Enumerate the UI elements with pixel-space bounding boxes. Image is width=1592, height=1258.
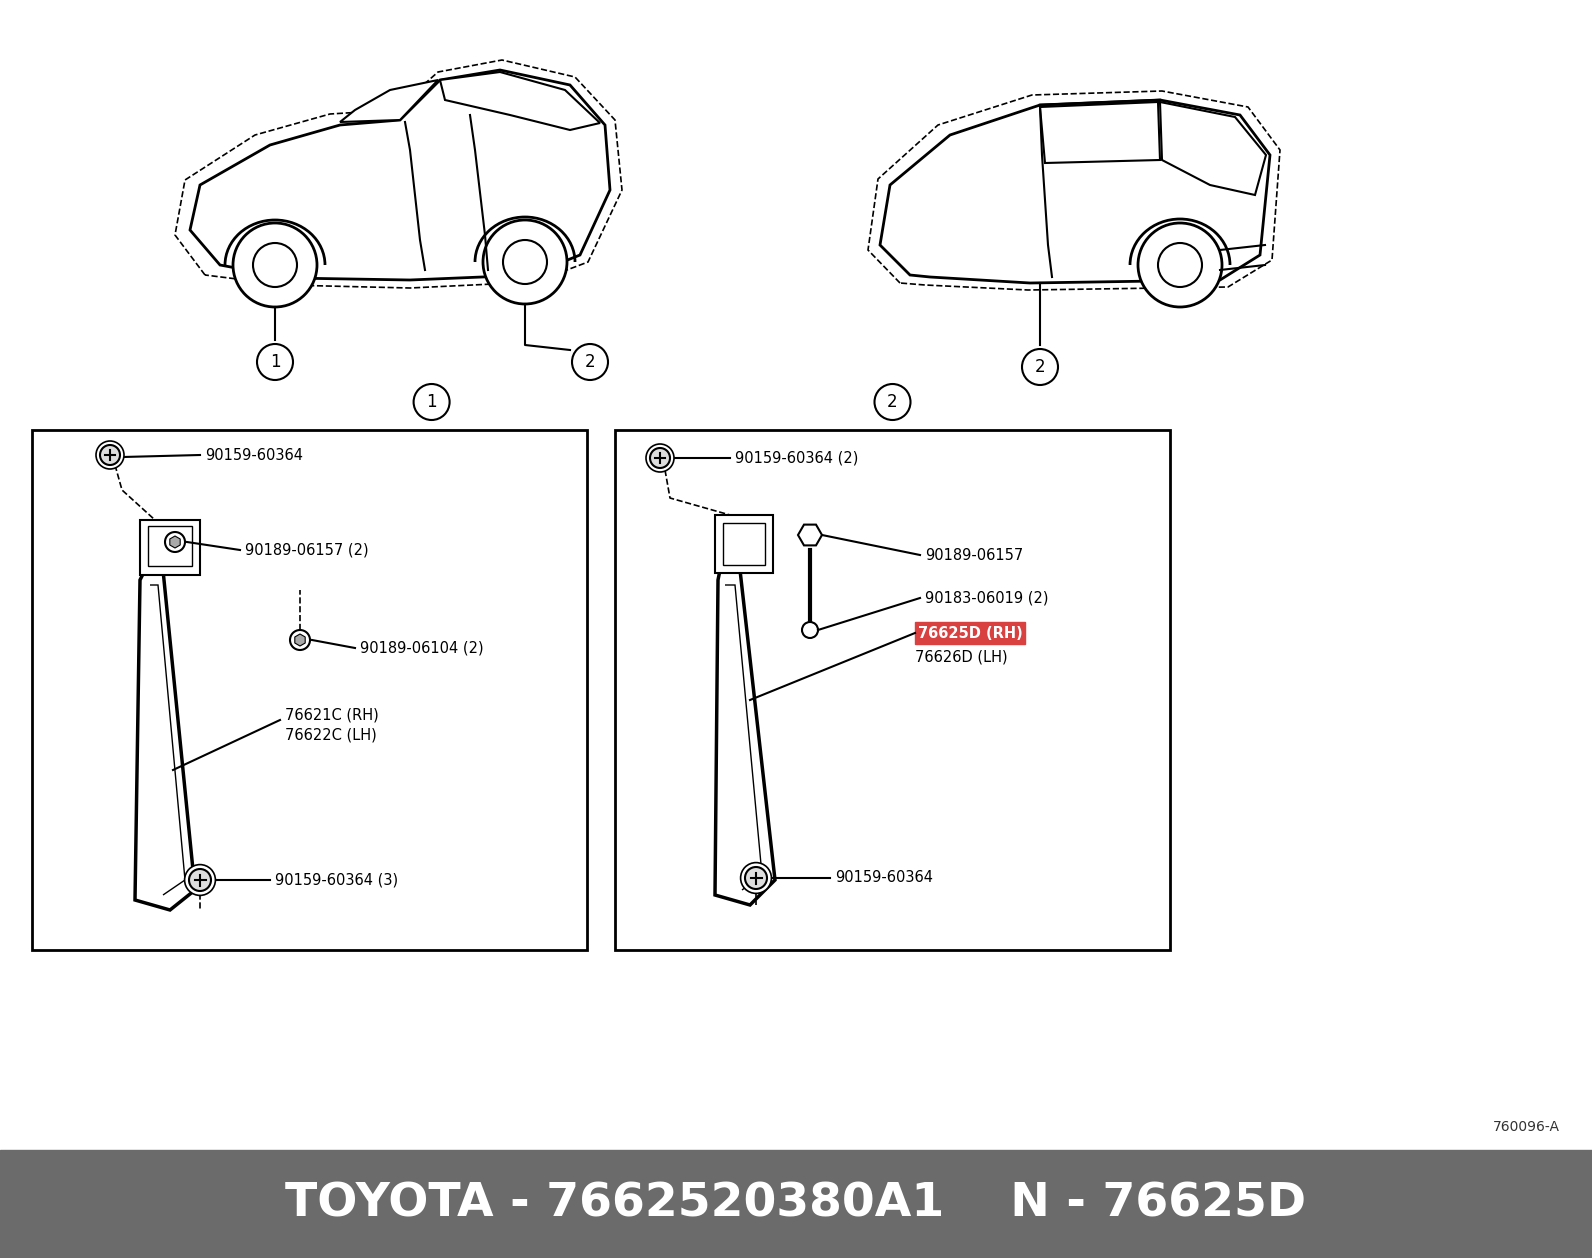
Bar — [32, 430, 587, 950]
Text: 76626D (LH): 76626D (LH) — [915, 649, 1008, 664]
Bar — [0, 1150, 1592, 1258]
Circle shape — [232, 223, 317, 307]
Circle shape — [100, 445, 119, 465]
Text: 76621C (RH): 76621C (RH) — [285, 707, 379, 722]
Text: 76625D (RH): 76625D (RH) — [917, 625, 1022, 640]
Polygon shape — [135, 570, 194, 910]
Text: 90189-06104 (2): 90189-06104 (2) — [360, 640, 484, 655]
Bar — [615, 430, 1170, 950]
Circle shape — [290, 630, 310, 650]
Text: 76622C (LH): 76622C (LH) — [285, 727, 377, 742]
Text: 2: 2 — [584, 353, 595, 371]
Polygon shape — [189, 70, 610, 281]
Circle shape — [482, 220, 567, 304]
Text: 90183-06019 (2): 90183-06019 (2) — [925, 590, 1049, 605]
Text: 1: 1 — [269, 353, 280, 371]
Circle shape — [189, 869, 212, 891]
Polygon shape — [1161, 102, 1266, 195]
Polygon shape — [798, 525, 821, 546]
Polygon shape — [880, 99, 1270, 283]
Bar — [723, 523, 766, 565]
Circle shape — [166, 532, 185, 552]
Text: 2: 2 — [887, 392, 898, 411]
Bar — [715, 515, 774, 572]
Text: 90159-60364: 90159-60364 — [834, 871, 933, 886]
Circle shape — [1138, 223, 1223, 307]
Circle shape — [650, 448, 670, 468]
Circle shape — [96, 442, 124, 469]
Text: 90159-60364 (2): 90159-60364 (2) — [736, 450, 858, 465]
Polygon shape — [439, 72, 600, 130]
Polygon shape — [341, 81, 438, 122]
Polygon shape — [295, 634, 306, 647]
Text: 90189-06157 (2): 90189-06157 (2) — [245, 542, 369, 557]
Circle shape — [745, 867, 767, 889]
Bar — [140, 520, 201, 575]
Bar — [148, 526, 193, 566]
Text: 2: 2 — [1035, 359, 1046, 376]
Text: 90189-06157: 90189-06157 — [925, 547, 1024, 562]
Text: 90159-60364: 90159-60364 — [205, 448, 302, 463]
Bar — [915, 621, 1025, 644]
Circle shape — [646, 444, 673, 472]
Text: 760096-A: 760096-A — [1493, 1120, 1560, 1133]
Circle shape — [802, 621, 818, 638]
Circle shape — [740, 863, 772, 893]
Text: 1: 1 — [427, 392, 436, 411]
Polygon shape — [1040, 102, 1161, 164]
Circle shape — [185, 864, 215, 896]
Text: TOYOTA - 7662520380A1    N - 76625D: TOYOTA - 7662520380A1 N - 76625D — [285, 1181, 1307, 1227]
Polygon shape — [170, 536, 180, 548]
Polygon shape — [715, 570, 775, 905]
Text: 90159-60364 (3): 90159-60364 (3) — [275, 873, 398, 887]
